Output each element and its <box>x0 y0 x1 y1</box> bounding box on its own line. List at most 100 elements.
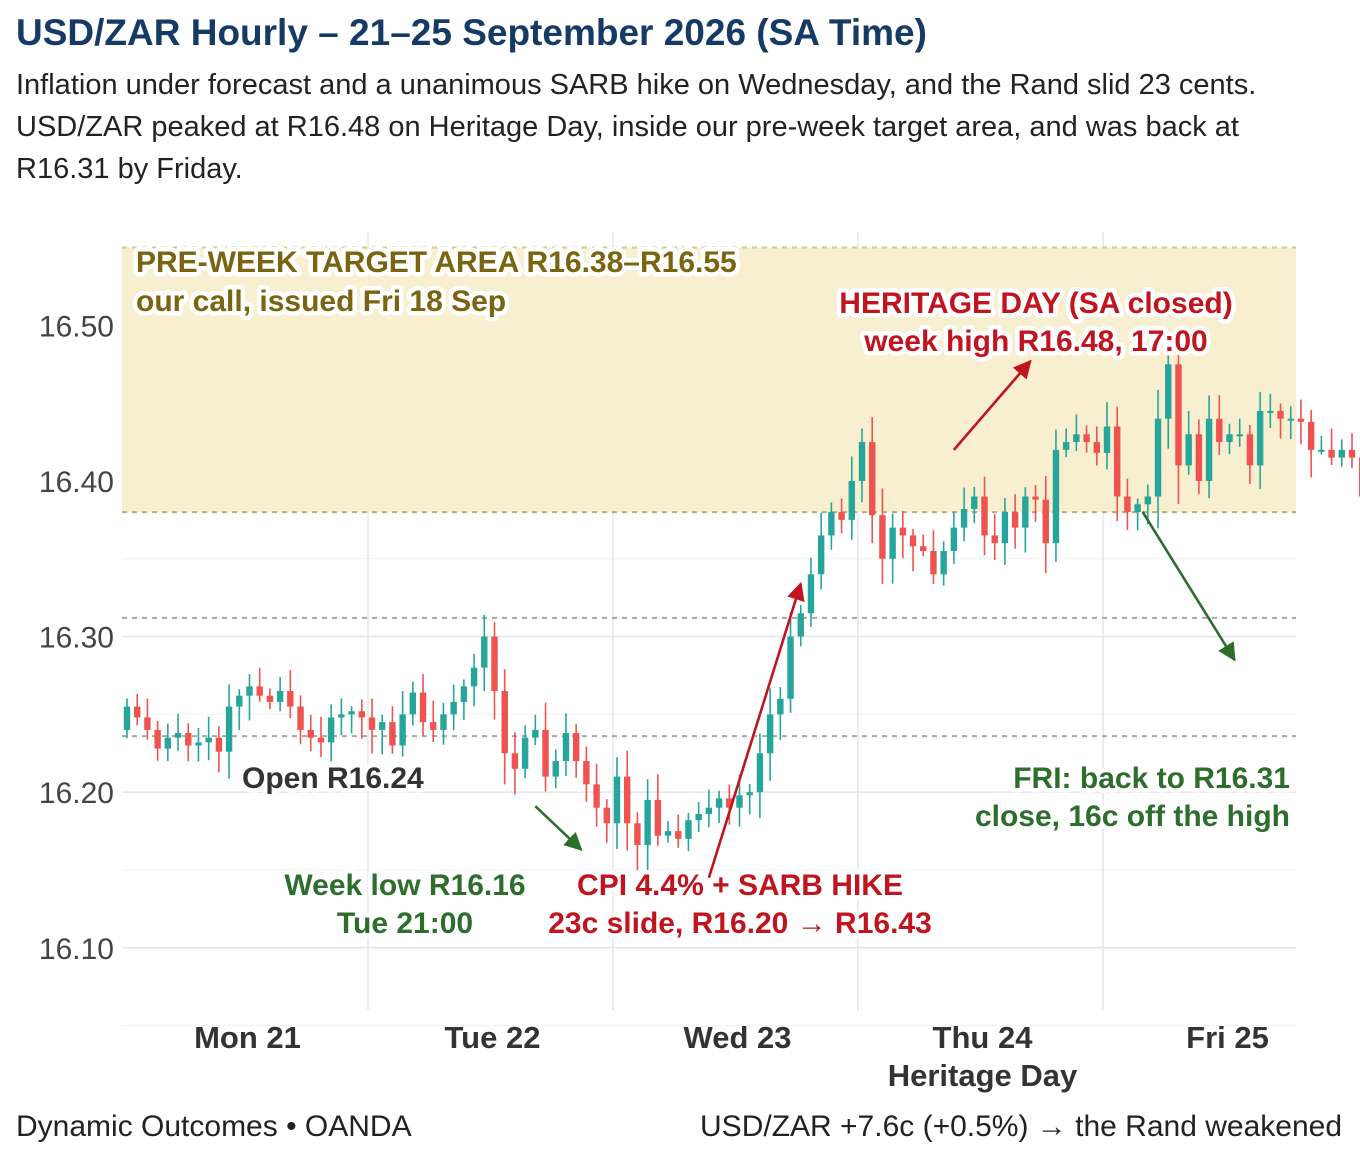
target-area-label-line-1: PRE-WEEK TARGET AREA R16.38–R16.55 <box>136 246 737 279</box>
y-tick-label: 16.50 <box>39 310 114 343</box>
candle-body <box>1338 449 1345 458</box>
candle-body <box>1052 449 1060 544</box>
candle-body <box>572 733 580 762</box>
open-label-line-1-halo: Open R16.24 <box>242 762 424 795</box>
candle-body <box>695 813 702 821</box>
candle-body <box>909 535 917 547</box>
candle-body <box>1256 410 1264 466</box>
friday-label-line-1-halo: FRI: back to R16.31 <box>1013 762 1290 795</box>
x-tick-label: Fri 25 <box>1186 1020 1269 1055</box>
friday-label-line-1: FRI: back to R16.31 <box>1013 762 1290 795</box>
candle-body <box>1297 418 1305 422</box>
candle-body <box>848 480 855 520</box>
candle-body <box>1185 434 1192 466</box>
candle-body <box>399 714 406 746</box>
candle-body <box>1328 449 1335 458</box>
candle-body <box>287 691 294 707</box>
target-area-label-line-1-halo: PRE-WEEK TARGET AREA R16.38–R16.55 <box>136 246 737 279</box>
candle-body <box>817 535 825 575</box>
candle-body <box>470 667 478 687</box>
candle-body <box>644 799 651 846</box>
candle-body <box>511 753 519 769</box>
candle-body <box>1175 364 1182 466</box>
page-subtitle: Inflation under forecast and a unanimous… <box>16 69 1257 185</box>
candle-body <box>756 753 764 793</box>
candle-body <box>603 807 610 824</box>
x-tick-label: Thu 24 <box>933 1020 1034 1055</box>
x-tick-label: Tue 22 <box>445 1020 541 1055</box>
candle-body <box>521 737 529 769</box>
candle-body <box>1277 410 1284 419</box>
candle-body <box>1226 434 1233 443</box>
candle-body <box>838 512 845 520</box>
candle-body <box>715 798 723 808</box>
candle-body <box>1216 418 1223 443</box>
candle-body <box>593 784 600 808</box>
candle-body <box>1195 434 1203 481</box>
candle-body <box>317 737 325 743</box>
candle-body <box>777 698 784 715</box>
week-low-label-line-1-halo: Week low R16.16 <box>284 869 525 902</box>
candle-body <box>920 546 927 551</box>
candle-body <box>368 717 376 730</box>
friday-arrow <box>1141 511 1236 662</box>
candle-body <box>1093 442 1100 453</box>
candle-body <box>491 636 498 692</box>
candle-body <box>430 722 437 730</box>
candle-body <box>675 831 682 839</box>
candle-body <box>685 820 692 839</box>
candle-body <box>389 722 396 746</box>
candle-body <box>552 761 559 777</box>
candle-body <box>225 706 233 752</box>
candle-body <box>1134 504 1141 513</box>
candle-body <box>501 691 508 754</box>
candle-body <box>348 711 355 715</box>
target-area-label-line-2-halo: our call, issued Fri 18 Sep <box>136 285 506 318</box>
week-high-arrow <box>952 359 1032 451</box>
candle-body <box>1144 496 1152 505</box>
x-tick-label: Wed 23 <box>684 1020 792 1055</box>
candle-body <box>532 729 539 738</box>
candle-body <box>940 550 947 575</box>
usdzar-candlestick-chart: 16.10 16.20 16.30 16.40 16.50 Mon 21 Tue 22 Wed… <box>39 232 1360 1093</box>
candle-body <box>634 823 641 846</box>
candle-body <box>460 686 468 702</box>
candle-body <box>1042 499 1049 544</box>
week-low-label-line-2-halo: Tue 21:00 <box>337 907 473 940</box>
week-low-arrow <box>534 805 583 851</box>
cpi-sarb-label-line-2-halo: 23c slide, R16.20 → R16.43 <box>548 907 932 940</box>
candle-body <box>174 733 182 738</box>
candle-body <box>542 729 549 777</box>
page-title: USD/ZAR Hourly – 21–25 September 2026 (S… <box>16 12 927 53</box>
candle-body <box>144 717 151 730</box>
open-label-line-1: Open R16.24 <box>242 762 424 795</box>
candle-body <box>1348 449 1356 458</box>
candle-body <box>766 714 774 754</box>
candle-body <box>246 686 253 696</box>
candle-body <box>1267 410 1274 413</box>
candle-body <box>879 515 886 559</box>
candle-body <box>705 807 713 814</box>
footer-summary: USD/ZAR +7.6c (+0.5%) → the Rand weakene… <box>700 1110 1342 1143</box>
candle-body <box>613 776 621 824</box>
candle-body <box>1307 421 1315 450</box>
target-area-label-line-2: our call, issued Fri 18 Sep <box>136 285 506 318</box>
candle-body <box>624 776 631 824</box>
candle-body <box>981 496 988 536</box>
target-area-band <box>122 247 1296 513</box>
candle-body <box>1236 434 1243 437</box>
candle-body <box>256 686 263 696</box>
candle-body <box>889 527 896 559</box>
candle-body <box>787 636 794 699</box>
candle-body <box>899 527 907 536</box>
friday-label-line-2: close, 16c off the high <box>975 800 1290 833</box>
cpi-sarb-label-line-1-halo: CPI 4.4% + SARB HIKE <box>577 869 903 902</box>
candle-body <box>991 535 998 544</box>
x-tick-label: Mon 21 <box>194 1020 301 1055</box>
candle-body <box>1073 434 1080 443</box>
candle-body <box>726 798 733 808</box>
week-low-label-line-1: Week low R16.16 <box>284 869 525 902</box>
candle-body <box>481 636 488 668</box>
candle-body <box>1124 496 1131 513</box>
candle-body <box>562 733 570 762</box>
